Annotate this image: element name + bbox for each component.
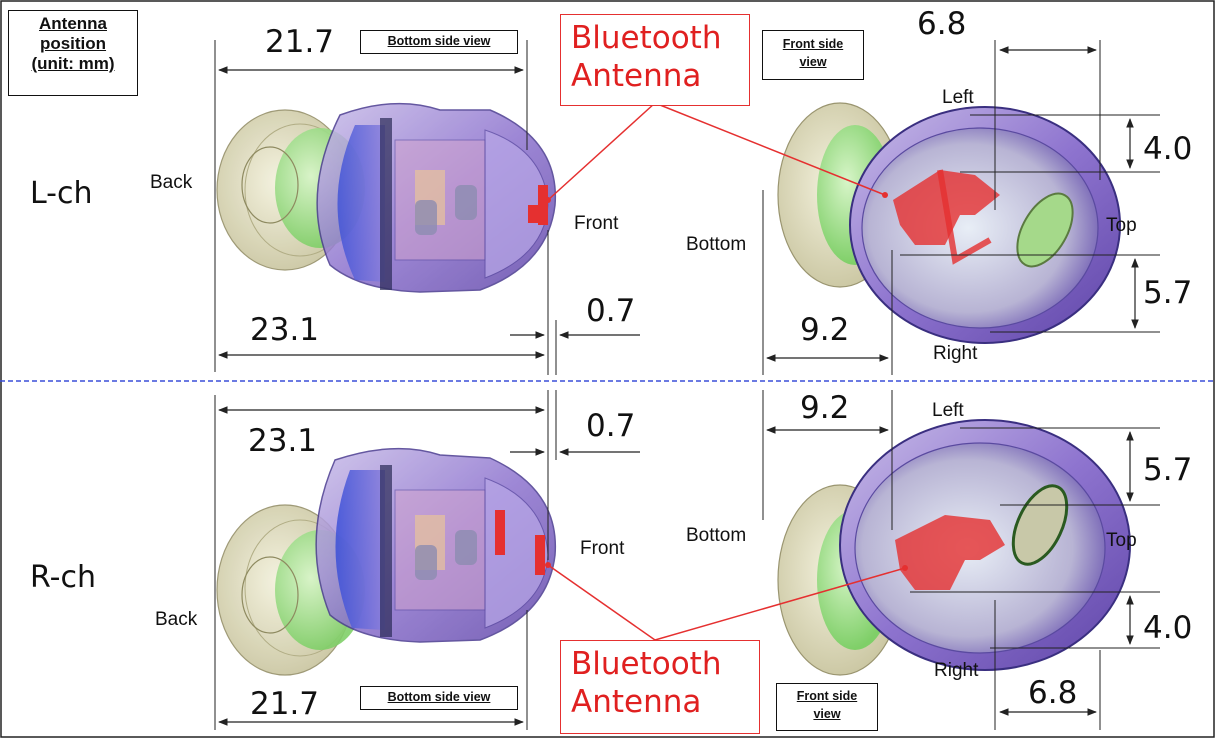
l-ch-dim-9-2: 9.2 (800, 312, 850, 348)
l-ch-dim-5-7: 5.7 (1143, 275, 1193, 311)
legend-line-1: Antenna (39, 14, 107, 33)
l-ch-front-view-dimensions (762, 40, 1160, 375)
l-ch-bluetooth-antenna-line-2: Antenna (571, 58, 702, 94)
l-ch-bluetooth-antenna-line-1: Bluetooth (571, 20, 722, 56)
l-ch-bottom-view-dimensions (214, 40, 640, 375)
r-ch-bottom-view-earbud (216, 447, 557, 676)
l-ch-dim-6-8: 6.8 (917, 6, 967, 42)
l-ch-bottom-view-earbud (216, 102, 557, 293)
r-ch-bottom-view-dimensions (214, 390, 640, 730)
l-ch-bottom-label: Bottom (686, 234, 747, 255)
r-ch-bottom-label: Bottom (686, 525, 747, 546)
r-ch-left-label: Left (932, 400, 964, 421)
l-ch-dim-0-7: 0.7 (586, 293, 636, 329)
l-ch-front-label: Front (574, 213, 619, 234)
r-ch-dim-6-8: 6.8 (1028, 675, 1078, 711)
r-ch-front-side-view-line-2: view (813, 707, 841, 721)
r-ch-bluetooth-antenna-line-2: Antenna (571, 684, 702, 720)
l-ch-front-side-view-label: Front side view (762, 30, 864, 80)
l-ch-front-view-earbud (777, 102, 1121, 344)
l-ch-dim-23-1: 23.1 (250, 312, 320, 348)
legend-line-2: position (39, 34, 107, 53)
r-ch-front-side-view-line-1: Front side (796, 689, 858, 703)
l-ch-dim-4-0: 4.0 (1143, 131, 1193, 167)
l-ch-top-label: Top (1106, 215, 1137, 236)
l-ch-dim-21-7: 21.7 (265, 24, 335, 60)
r-ch-bottom-side-view-label: Bottom side view (360, 686, 518, 710)
l-ch-label: L-ch (30, 176, 93, 211)
l-ch-front-side-view-line-1: Front side (782, 37, 844, 51)
r-ch-top-label: Top (1106, 530, 1137, 551)
r-ch-dim-0-7: 0.7 (586, 408, 636, 444)
r-ch-back-label: Back (155, 609, 198, 630)
r-ch-front-view-earbud (777, 419, 1131, 676)
r-ch-right-label: Right (934, 660, 979, 681)
l-ch-bottom-side-view-label: Bottom side view (360, 30, 518, 54)
l-ch-antenna-pointers (545, 102, 888, 203)
r-ch-dim-4-0: 4.0 (1143, 610, 1193, 646)
r-ch-front-label: Front (580, 538, 625, 559)
r-ch-bluetooth-antenna-line-1: Bluetooth (571, 646, 722, 682)
l-ch-right-label: Right (933, 343, 978, 364)
r-ch-dim-21-7: 21.7 (250, 686, 320, 722)
r-ch-dim-23-1: 23.1 (248, 423, 318, 459)
r-ch-antenna-pointers (545, 562, 908, 641)
r-ch-front-side-view-label: Front side view (776, 683, 878, 731)
l-ch-bluetooth-antenna-callout: Bluetooth Antenna (560, 14, 750, 106)
r-ch-dim-5-7: 5.7 (1143, 452, 1193, 488)
r-ch-front-view-dimensions (762, 390, 1160, 730)
r-ch-bluetooth-antenna-callout: Bluetooth Antenna (560, 640, 760, 734)
r-ch-dim-9-2: 9.2 (800, 390, 850, 426)
legend-box: Antenna position (unit: mm) (8, 10, 138, 96)
legend-line-3: (unit: mm) (31, 54, 115, 73)
l-ch-back-label: Back (150, 172, 193, 193)
l-ch-front-side-view-line-2: view (799, 55, 827, 69)
l-ch-left-label: Left (942, 87, 974, 108)
r-ch-label: R-ch (30, 560, 96, 595)
